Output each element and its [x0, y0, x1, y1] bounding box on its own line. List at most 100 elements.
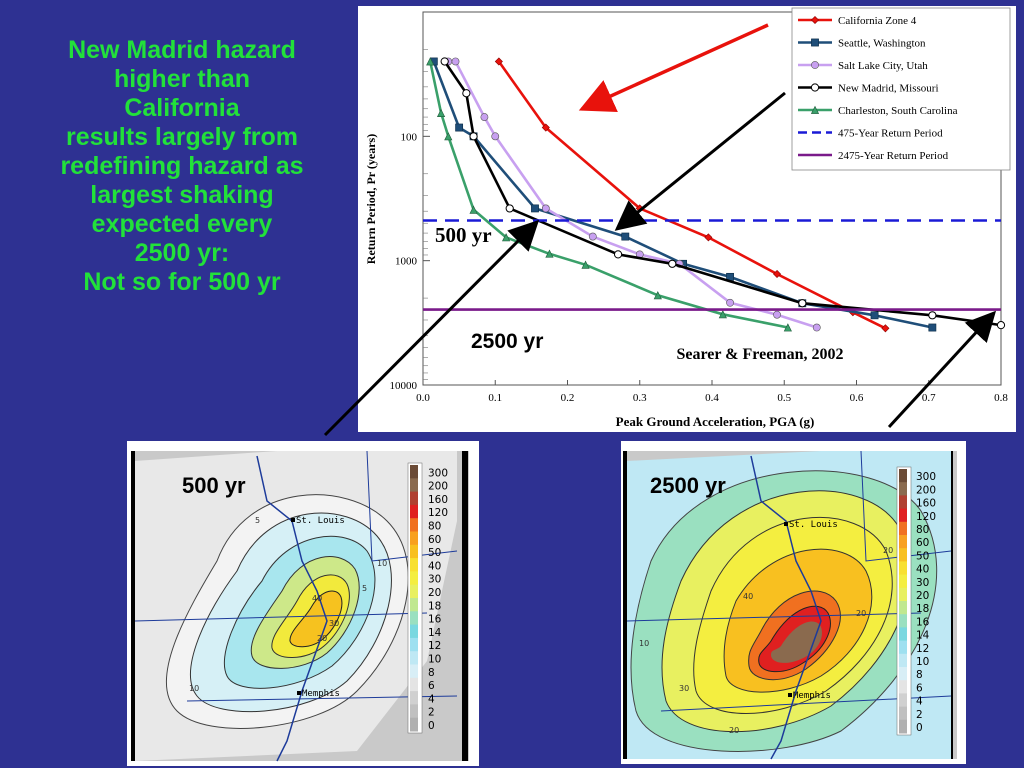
colorbar-label: 16	[428, 614, 442, 626]
data-point	[462, 89, 471, 98]
colorbar-cell	[899, 719, 907, 734]
colorbar-label: 16	[916, 616, 930, 628]
data-point	[440, 57, 449, 66]
y-tick-label: 1000	[395, 256, 418, 268]
colorbar-cell	[899, 640, 907, 655]
data-point	[469, 205, 478, 214]
colorbar-cell	[899, 495, 907, 510]
data-point	[811, 61, 819, 69]
headline-line: California	[124, 94, 240, 122]
map-label-500yr: 500 yr	[182, 473, 246, 498]
colorbar-label: 50	[428, 547, 441, 559]
colorbar-cell	[410, 465, 418, 479]
colorbar-label: 4	[916, 696, 923, 708]
chart-svg: 0.0 0.1 0.2 0.3 0.4 0.5 0.6 0.7 0.8100100010000 …	[364, 7, 1011, 429]
x-tick-label: 0.6	[850, 392, 864, 404]
colorbar-cell	[899, 548, 907, 562]
colorbar-cell	[410, 571, 418, 586]
y-tick-label: 100	[401, 131, 418, 143]
memphis-marker	[788, 693, 792, 697]
colorbar-cell	[899, 482, 907, 496]
x-tick-label: 0.7	[922, 392, 936, 404]
colorbar-label: 4	[428, 693, 435, 705]
data-point	[783, 323, 792, 332]
colorbar-label: 0	[916, 722, 923, 734]
colorbar-cell	[410, 478, 418, 493]
colorbar-label: 0	[428, 720, 435, 732]
colorbar-cell	[410, 611, 418, 626]
data-point	[469, 132, 478, 141]
city-memphis: Memphis	[302, 689, 340, 699]
data-point	[451, 57, 460, 66]
legend-label: Salt Lake City, Utah	[838, 60, 928, 72]
colorbar-label: 30	[916, 577, 929, 589]
colorbar-cell	[410, 624, 418, 639]
annotation-500yr: 500 yr	[435, 223, 492, 247]
data-point	[798, 299, 807, 308]
data-point	[455, 123, 464, 132]
contour-label: 10	[639, 639, 649, 648]
colorbar-label: 14	[428, 627, 442, 639]
data-point	[613, 250, 623, 259]
colorbar-label: 2	[428, 707, 435, 719]
colorbar-cell	[899, 469, 907, 483]
colorbar-cell	[899, 706, 907, 721]
colorbar-label: 6	[916, 682, 923, 694]
colorbar-cell	[899, 601, 907, 615]
colorbar-label: 80	[916, 524, 929, 536]
colorbar-cell	[410, 664, 418, 679]
colorbar-label: 60	[916, 537, 929, 549]
colorbar-cell	[899, 521, 907, 536]
headline-line: redefining hazard as	[60, 152, 304, 180]
headline-line: Not so for 500 yr	[83, 268, 281, 296]
citation-text: Searer & Freeman, 2002	[676, 346, 843, 363]
return-period-chart: 0.0 0.1 0.2 0.3 0.4 0.5 0.6 0.7 0.8 100 1000 10000 …	[358, 6, 1016, 432]
data-point	[810, 83, 820, 92]
legend-label: Seattle, Washington	[838, 38, 926, 50]
data-point	[621, 232, 630, 241]
data-point	[531, 204, 539, 213]
colorbar-label: 2	[916, 709, 923, 721]
data-point	[810, 105, 820, 114]
colorbar-cell	[410, 544, 418, 559]
colorbar-cell	[410, 531, 418, 546]
legend-label: 475-Year Return Period	[838, 128, 943, 140]
colorbar-label: 40	[428, 560, 441, 572]
contour-label: 30	[329, 619, 339, 628]
colorbar-cell	[899, 653, 907, 668]
data-point	[773, 310, 781, 319]
contour-label: 20	[317, 634, 327, 643]
hazard-map-500yr: 300200160120806050403020181614121086420 …	[127, 441, 479, 766]
memphis-marker	[297, 691, 301, 695]
headline-line: expected every	[91, 210, 273, 238]
contour-label: 40	[743, 592, 753, 601]
colorbar-label: 80	[428, 521, 441, 533]
colorbar-label: 30	[428, 574, 441, 586]
colorbar-cell	[899, 535, 907, 549]
legend-box	[791, 7, 1011, 171]
headline-line: New Madrid hazard	[68, 36, 296, 64]
colorbar-cell	[899, 508, 907, 523]
colorbar-cell	[899, 614, 907, 628]
colorbar-label: 120	[916, 511, 936, 523]
colorbar-label: 60	[428, 534, 441, 546]
headline-line: results largely from	[65, 123, 299, 151]
colorbar-cell	[410, 598, 418, 612]
headline-line: largest shaking	[90, 181, 274, 209]
x-tick-label: 0.1	[488, 392, 502, 404]
data-point	[811, 38, 819, 47]
colorbar-cell	[899, 587, 907, 602]
data-point	[928, 323, 937, 332]
colorbar-label: 10	[916, 656, 929, 668]
legend-label: New Madrid, Missouri	[838, 83, 939, 95]
colorbar-cell	[410, 717, 418, 732]
contour-label: 40	[312, 594, 322, 603]
colorbar-label: 20	[916, 590, 929, 602]
contour-label: 5	[255, 516, 260, 525]
data-point	[810, 15, 820, 25]
colorbar-label: 160	[916, 498, 936, 510]
legend-label: California Zone 4	[838, 15, 917, 27]
colorbar-cell	[410, 637, 418, 652]
colorbar-label: 300	[916, 471, 936, 483]
contour-label: 20	[856, 609, 866, 618]
